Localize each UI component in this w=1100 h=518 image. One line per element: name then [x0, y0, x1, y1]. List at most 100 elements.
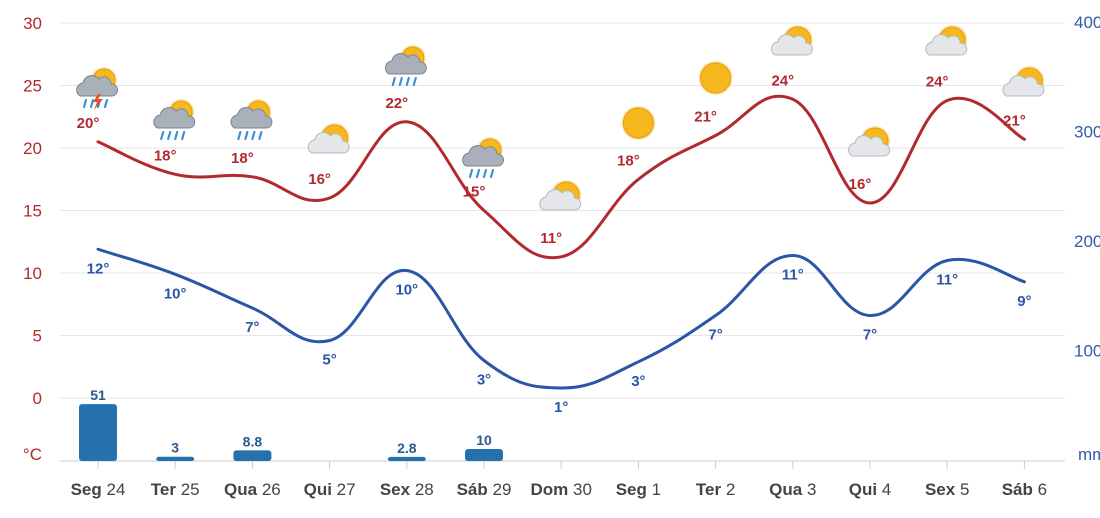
precip-bar: [156, 456, 195, 461]
x-tick-day: Seg: [71, 480, 107, 499]
min-temp-label: 11°: [782, 267, 804, 284]
x-tick-day: Qua: [224, 480, 262, 499]
precip-bar: [465, 449, 503, 461]
rain-drop: [412, 76, 417, 87]
sun-disc: [622, 107, 654, 139]
cloud-shape: [539, 189, 582, 211]
cloud-shape: [76, 75, 118, 97]
x-tick-date: 28: [415, 480, 434, 499]
rain-drop: [258, 130, 263, 141]
x-tick-label: Ter 25: [151, 480, 200, 499]
rain-drop: [244, 130, 249, 141]
x-tick-date: 2: [726, 480, 735, 499]
x-tick-label: Sex 28: [380, 480, 434, 499]
min-temp-line: [96, 247, 1026, 390]
max-temp-label: 20°: [77, 115, 100, 132]
x-tick-label: Qui 27: [304, 480, 356, 499]
x-tick-day: Sáb: [1002, 480, 1038, 499]
max-temp-label: 18°: [231, 150, 254, 167]
rain-drop: [251, 130, 256, 141]
x-tick-label: Qui 4: [849, 480, 892, 499]
cloud-shape: [307, 132, 350, 154]
y-right-tick-label: 100: [1074, 342, 1100, 361]
cloud-shape: [925, 34, 968, 56]
y-left-tick-label: 20: [23, 139, 42, 158]
min-temp-label: 11°: [936, 272, 958, 289]
x-tick-day: Qui: [304, 480, 337, 499]
y-left-tick-label: 25: [23, 77, 42, 96]
min-temp-label: 3°: [631, 373, 645, 390]
min-temp-label: 10°: [164, 285, 187, 302]
precip-bar: [387, 456, 426, 461]
rain-drop: [489, 168, 495, 179]
x-tick-label: Sáb 6: [1002, 480, 1047, 499]
min-temp-label: 7°: [245, 319, 259, 336]
rain-drop: [482, 168, 488, 179]
y-left-tick-label: 30: [23, 14, 42, 33]
max-temp-label: 16°: [849, 176, 872, 193]
precip-label: 3: [171, 440, 179, 456]
rain-drop: [237, 130, 242, 141]
precip-bar: [79, 404, 117, 461]
x-tick-label: Qua 3: [769, 480, 816, 499]
x-tick-day: Sex: [925, 480, 960, 499]
y-right-tick-label: 400: [1074, 13, 1100, 32]
temperature-lines: [96, 94, 1026, 390]
max-temp-line: [96, 94, 1026, 260]
x-tick-date: 6: [1038, 480, 1047, 499]
x-tick-label: Seg 24: [71, 480, 126, 499]
cloud-shape: [770, 34, 813, 56]
max-temp-label: 15°: [463, 184, 486, 201]
x-tick-date: 5: [960, 480, 969, 499]
min-temp-label: 7°: [863, 327, 877, 344]
partly-cloudy-icon: [1002, 66, 1045, 97]
x-tick-day: Seg: [616, 480, 652, 499]
grid-lines: [60, 22, 1065, 462]
rain-drop: [468, 168, 474, 179]
max-temp-label: 16°: [308, 171, 331, 188]
cloud-shape: [384, 53, 427, 75]
partly-cloudy-icon: [925, 25, 968, 56]
min-temp-label: 10°: [395, 282, 418, 299]
sun-icon: [621, 106, 656, 140]
rain-drop: [167, 130, 172, 141]
lightning-bolt: [93, 94, 103, 110]
sun-icon: [698, 61, 733, 95]
partly-cloudy-icon: [770, 25, 813, 56]
rain-icon: [230, 99, 273, 141]
precip-label: 10: [476, 432, 492, 448]
x-tick-day: Sáb: [457, 480, 493, 499]
x-tick-date: 27: [337, 480, 356, 499]
x-tick-label: Dom 30: [530, 480, 591, 499]
rain-drop: [181, 130, 186, 141]
rain-drop: [405, 76, 410, 87]
x-tick-date: 1: [652, 480, 661, 499]
data-labels: 51 3 8.8 2.8 10 20° 18° 18° 16° 22° 15° 11° 18° 21° 24…: [77, 72, 1032, 456]
weather-icons: [76, 25, 1045, 211]
cloud-shape: [848, 135, 890, 157]
rain-icon: [384, 45, 427, 87]
partly-cloudy-icon: [539, 180, 582, 211]
min-temp-label: 7°: [708, 327, 722, 344]
max-temp-label: 24°: [771, 72, 794, 89]
x-tick-date: 4: [882, 480, 891, 499]
y-left-tick-label: 15: [23, 202, 42, 221]
rain-drop: [174, 130, 179, 141]
precip-bar: [233, 450, 272, 461]
x-tick-label: Ter 2: [696, 480, 735, 499]
y-left-tick-label: 5: [33, 327, 42, 346]
x-tick-day: Ter: [151, 480, 181, 499]
x-tick-day: Qui: [849, 480, 882, 499]
partly-cloudy-icon: [307, 123, 350, 154]
x-tick-day: Ter: [696, 480, 726, 499]
y-right-unit-label: mm: [1078, 445, 1100, 464]
x-tick-day: Dom: [530, 480, 573, 499]
y-right-tick-label: 200: [1074, 232, 1100, 251]
precip-bars: [79, 404, 503, 461]
y-right-tick-label: 300: [1074, 123, 1100, 142]
min-temp-label: 3°: [477, 372, 491, 389]
max-temp-label: 18°: [617, 152, 640, 169]
x-tick-date: 30: [573, 480, 592, 499]
